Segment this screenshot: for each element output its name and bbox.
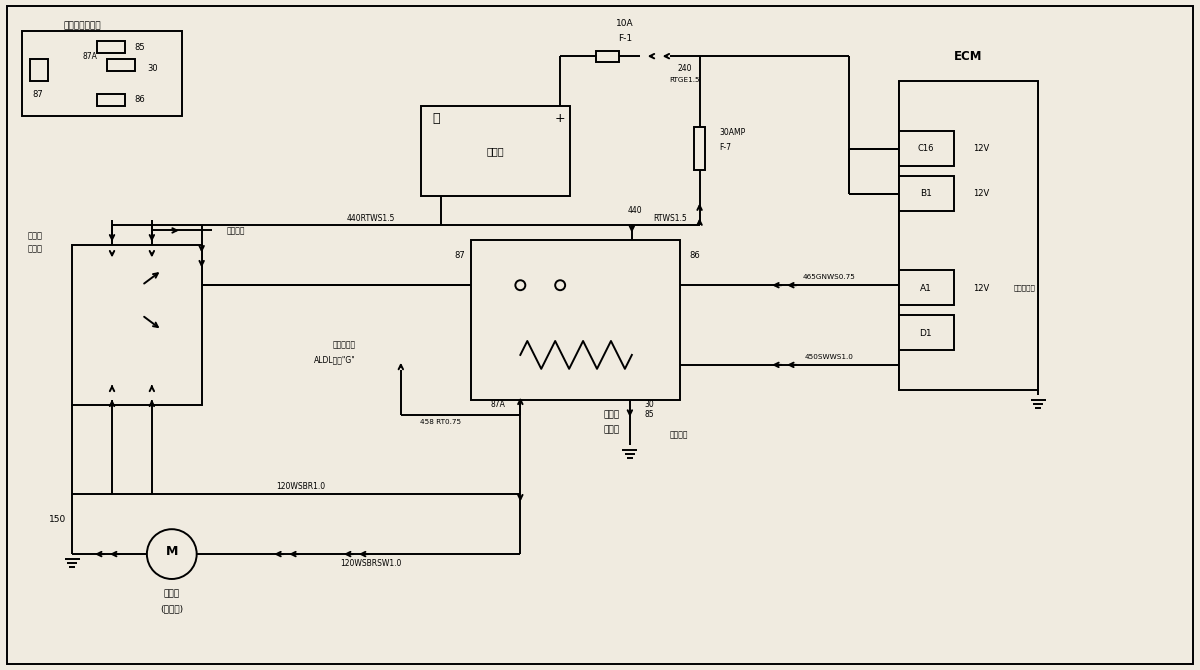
Bar — [23, 31, 181, 116]
Text: 86: 86 — [690, 251, 701, 260]
Text: 继电器插头前视: 继电器插头前视 — [64, 22, 101, 31]
Text: 87: 87 — [32, 90, 43, 98]
Text: 440: 440 — [628, 206, 642, 215]
Bar — [899, 131, 954, 165]
Text: 接机油灯: 接机油灯 — [227, 226, 245, 235]
Text: 120WSBR1.0: 120WSBR1.0 — [277, 482, 326, 491]
Text: 30: 30 — [146, 64, 157, 72]
Circle shape — [515, 280, 526, 290]
Text: 85: 85 — [644, 410, 654, 419]
Bar — [97, 94, 125, 106]
Text: 燃油泵: 燃油泵 — [604, 410, 620, 419]
Text: 一: 一 — [432, 113, 439, 125]
Text: 240: 240 — [677, 64, 692, 72]
Bar — [596, 51, 619, 62]
Text: RTGE1.5: RTGE1.5 — [670, 77, 700, 83]
Text: 12V: 12V — [973, 144, 990, 153]
Text: 力开关: 力开关 — [28, 244, 42, 253]
Text: 465GNWS0.75: 465GNWS0.75 — [803, 274, 856, 280]
Text: 10A: 10A — [616, 19, 634, 27]
Text: +: + — [554, 113, 565, 125]
Text: 120WSBRSW1.0: 120WSBRSW1.0 — [341, 559, 402, 567]
Text: 30AMP: 30AMP — [720, 129, 745, 137]
Text: 机油压: 机油压 — [28, 231, 42, 240]
Text: M: M — [166, 545, 178, 557]
Text: F-7: F-7 — [720, 143, 732, 152]
Text: 12V: 12V — [973, 283, 990, 293]
Bar — [899, 315, 954, 350]
Text: 150: 150 — [49, 515, 66, 524]
Text: 86: 86 — [134, 96, 145, 105]
Text: 12V: 12V — [973, 189, 990, 198]
Text: 燃油泵测试: 燃油泵测试 — [332, 340, 356, 350]
Text: 87A: 87A — [83, 52, 97, 61]
Bar — [97, 42, 125, 53]
Text: 458 RT0.75: 458 RT0.75 — [420, 419, 461, 425]
Bar — [470, 241, 679, 400]
Bar — [694, 127, 706, 170]
Text: RTWS1.5: RTWS1.5 — [653, 214, 686, 223]
Bar — [899, 81, 1038, 390]
Circle shape — [146, 529, 197, 579]
Text: 燃油泵: 燃油泵 — [163, 590, 180, 598]
Text: B1: B1 — [919, 189, 931, 198]
Text: ECM: ECM — [954, 50, 983, 63]
Bar — [72, 245, 202, 405]
Bar — [899, 176, 954, 210]
Text: D1: D1 — [919, 328, 932, 338]
Bar — [421, 106, 570, 196]
Text: 440RTWS1.5: 440RTWS1.5 — [347, 214, 395, 223]
Text: (油箱内): (油箱内) — [161, 604, 184, 613]
Bar — [107, 59, 134, 71]
Text: 450SWWS1.0: 450SWWS1.0 — [805, 354, 853, 360]
Text: 蓄电池: 蓄电池 — [487, 146, 504, 155]
Bar — [30, 59, 48, 81]
Text: C16: C16 — [917, 144, 934, 153]
Bar — [899, 270, 954, 305]
Text: 87: 87 — [455, 251, 466, 260]
Text: 85: 85 — [134, 43, 144, 52]
Text: 继电器驱动: 继电器驱动 — [1013, 285, 1036, 291]
Text: A1: A1 — [919, 283, 931, 293]
Circle shape — [556, 280, 565, 290]
Text: ALDL端子"G": ALDL端子"G" — [314, 355, 356, 364]
Text: F-1: F-1 — [618, 34, 632, 43]
Text: 发动机地: 发动机地 — [670, 430, 689, 439]
Text: 继电器: 继电器 — [604, 425, 620, 434]
Text: 87A: 87A — [491, 400, 505, 409]
Text: 30: 30 — [644, 400, 654, 409]
